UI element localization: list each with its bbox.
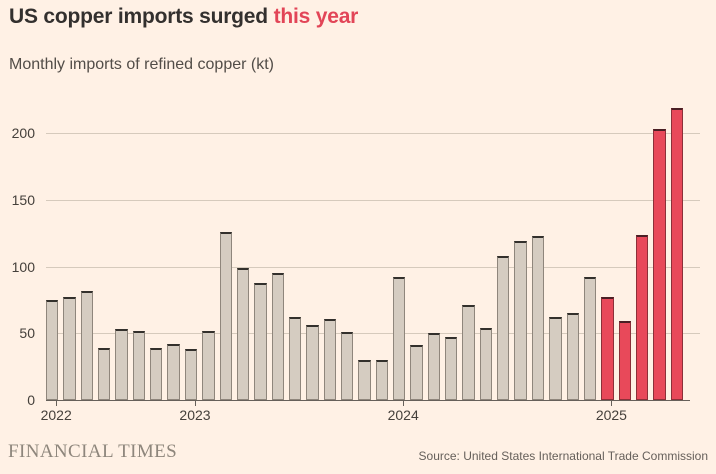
- bar-mar-2024: [427, 333, 441, 400]
- bar-mar-2023: [219, 232, 232, 400]
- gridline-50: [46, 333, 700, 335]
- bar-mar-2025: [635, 235, 649, 400]
- chart-subtitle: Monthly imports of refined copper (kt): [9, 56, 274, 73]
- bar-oct-2022: [132, 331, 146, 400]
- source-credit: Source: United States International Trad…: [418, 449, 708, 463]
- gridline-200: [46, 133, 700, 135]
- bar-sep-2023: [323, 319, 336, 400]
- x-tick-label-2023: 2023: [179, 407, 211, 423]
- y-tick-label-0: 0: [27, 392, 35, 408]
- bar-dec-2023: [375, 360, 389, 400]
- x-tick-label-2022: 2022: [40, 407, 72, 423]
- bar-aug-2022: [98, 348, 111, 400]
- bar-jul-2024: [497, 256, 510, 400]
- bar-dec-2024: [583, 277, 597, 400]
- bar-dec-2022: [167, 344, 180, 400]
- bar-feb-2025: [618, 321, 631, 400]
- bar-apr-2024: [445, 337, 458, 400]
- x-tick-label-2025: 2025: [595, 407, 627, 423]
- bar-sep-2024: [531, 236, 545, 400]
- y-tick-label-50: 50: [19, 325, 35, 342]
- gridline-150: [46, 200, 700, 201]
- bar-nov-2024: [566, 313, 579, 400]
- x-tick-2023: [195, 401, 196, 406]
- x-axis-line: [46, 400, 690, 401]
- chart-title: US copper imports surged this year: [9, 5, 358, 29]
- x-tick-2024: [403, 401, 405, 406]
- chart-title-highlight: this year: [273, 5, 359, 28]
- bar-may-2023: [254, 283, 267, 400]
- bar-oct-2024: [549, 317, 562, 400]
- bar-jun-2023: [271, 273, 284, 400]
- bar-jan-2023: [184, 349, 198, 400]
- x-tick-label-2024: 2024: [387, 407, 419, 423]
- bar-jun-2022: [63, 297, 76, 400]
- y-tick-label-200: 200: [11, 125, 35, 142]
- bar-jan-2025: [601, 297, 614, 400]
- bar-nov-2023: [358, 360, 371, 400]
- x-tick-2025: [611, 401, 613, 406]
- gridline-100: [46, 266, 700, 268]
- y-tick-label-150: 150: [11, 192, 35, 208]
- bar-feb-2023: [202, 331, 215, 400]
- bar-sep-2022: [115, 329, 128, 400]
- ft-logo-text: FINANCIAL TIMES: [8, 441, 178, 462]
- bar-may-2024: [462, 305, 475, 400]
- bar-oct-2023: [340, 332, 354, 400]
- bar-apr-2023: [236, 268, 250, 400]
- plot-area: [46, 100, 708, 400]
- bar-aug-2024: [514, 241, 527, 400]
- chart-title-main: US copper imports surged: [9, 5, 268, 28]
- bar-apr-2025: [653, 129, 666, 400]
- bar-may-2022: [46, 300, 59, 400]
- bar-jul-2023: [288, 317, 302, 400]
- bar-nov-2022: [150, 348, 163, 400]
- bar-jun-2024: [479, 328, 493, 400]
- bar-feb-2024: [410, 345, 423, 400]
- y-tick-label-100: 100: [11, 258, 35, 275]
- bar-may-2025: [670, 108, 683, 400]
- bar-jul-2022: [80, 291, 94, 400]
- bar-aug-2023: [306, 325, 319, 400]
- x-tick-2022: [56, 401, 58, 406]
- bar-jan-2024: [393, 277, 406, 400]
